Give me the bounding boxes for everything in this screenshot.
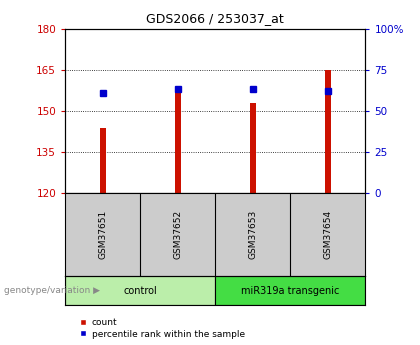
Text: GSM37654: GSM37654 xyxy=(323,210,332,259)
Text: miR319a transgenic: miR319a transgenic xyxy=(241,286,339,296)
Bar xyxy=(250,103,256,193)
Text: GSM37653: GSM37653 xyxy=(248,210,257,259)
Bar xyxy=(215,276,365,305)
Text: genotype/variation ▶: genotype/variation ▶ xyxy=(4,286,100,295)
Bar xyxy=(175,92,181,193)
Text: GSM37651: GSM37651 xyxy=(98,210,107,259)
Legend: count, percentile rank within the sample: count, percentile rank within the sample xyxy=(78,316,247,341)
Bar xyxy=(65,276,215,305)
Title: GDS2066 / 253037_at: GDS2066 / 253037_at xyxy=(147,12,284,26)
Bar xyxy=(325,70,331,193)
Text: control: control xyxy=(123,286,157,296)
Text: GSM37652: GSM37652 xyxy=(173,210,182,259)
Bar xyxy=(100,128,106,193)
